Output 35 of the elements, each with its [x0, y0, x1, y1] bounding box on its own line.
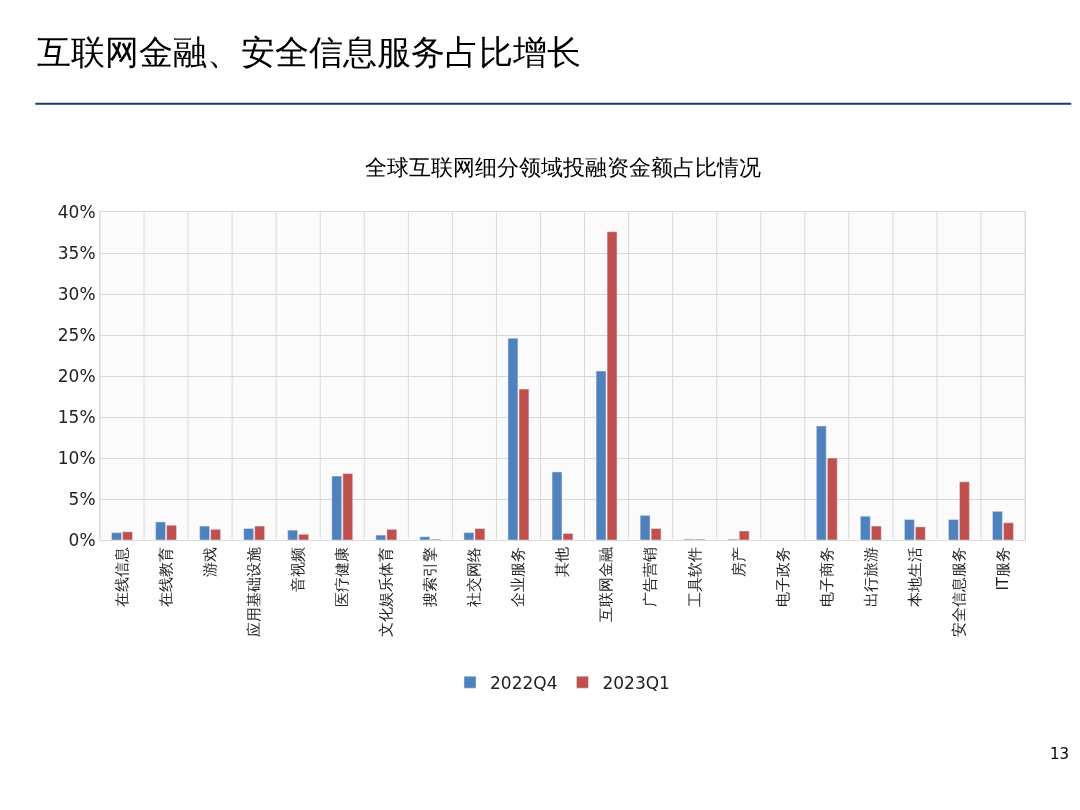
- x-tick-label: 工具软件: [685, 547, 704, 607]
- legend-label: 2022Q4: [490, 672, 558, 693]
- x-tick-label: 搜索引擎: [421, 547, 440, 607]
- y-tick-label: 5%: [68, 488, 96, 509]
- y-tick-label: 30%: [57, 283, 96, 304]
- x-tick-label: 本地生活: [905, 547, 924, 607]
- y-tick-label: 40%: [57, 201, 96, 222]
- x-tick-label: 房产: [729, 547, 748, 577]
- x-tick-label: 电子政务: [773, 547, 792, 607]
- chart-subtitle: 全球互联网细分领域投融资金额占比情况: [365, 155, 761, 180]
- y-tick-label: 0%: [68, 529, 96, 550]
- chart-title: 互联网金融、安全信息服务占比增长: [37, 32, 581, 72]
- text: 13: [1050, 745, 1070, 763]
- x-tick-label: 安全信息服务: [949, 547, 968, 637]
- y-tick-label: 25%: [57, 324, 96, 345]
- x-tick-label: 出行旅游: [861, 547, 880, 607]
- y-tick-label: 35%: [57, 242, 96, 263]
- x-tick-label: 文化娱乐体育: [377, 547, 396, 637]
- x-tick-label: 其他: [553, 547, 572, 577]
- x-tick-label: 社交网络: [465, 547, 484, 607]
- x-tick-label: 应用基础设施: [245, 547, 264, 637]
- x-tick-label: 医疗健康: [333, 547, 352, 607]
- x-tick-label: 音视频: [289, 547, 308, 592]
- x-tick-label: IT服务: [993, 547, 1012, 591]
- x-tick-label: 游戏: [200, 547, 219, 577]
- x-tick-label: 在线信息: [112, 547, 131, 607]
- y-tick-label: 10%: [57, 447, 96, 468]
- x-tick-label: 在线教育: [156, 547, 175, 607]
- y-tick-label: 15%: [57, 406, 96, 427]
- x-tick-label: 企业服务: [509, 547, 528, 607]
- x-tick-label: 电子商务: [817, 547, 836, 607]
- x-tick-label: 广告营销: [641, 547, 660, 607]
- legend-label: 2023Q1: [602, 672, 670, 693]
- x-tick-label: 互联网金融: [597, 547, 616, 622]
- y-tick-label: 20%: [57, 365, 96, 386]
